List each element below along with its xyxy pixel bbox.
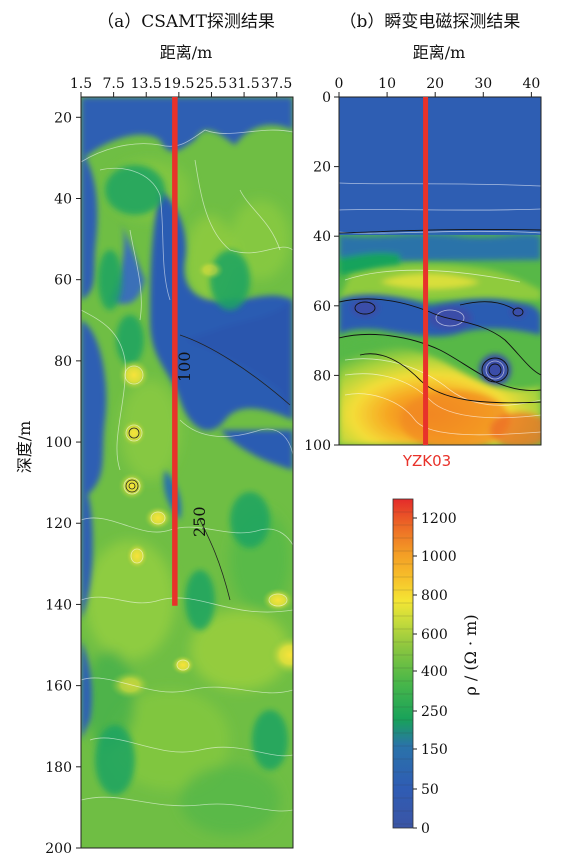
panel-b-x-tick-label: 30 bbox=[474, 76, 492, 92]
panel-b-x-tick-label: 40 bbox=[522, 76, 540, 92]
panel-a-y-tick-label: 140 bbox=[45, 597, 72, 613]
panel-a-y-ticks: 20 40 60 80 100 120 140 160 180 200 bbox=[45, 110, 81, 857]
panel-b-y-tick-label: 60 bbox=[313, 299, 331, 315]
panel-a-x-ticks: 1.5 7.5 13.5 19.5 25.5 31.5 37.5 bbox=[70, 76, 292, 97]
panel-b-y-tick-label: 0 bbox=[322, 90, 331, 106]
panel-b-y-tick-label: 40 bbox=[313, 229, 331, 245]
panel-a-y-tick-label: 180 bbox=[45, 760, 72, 776]
panel-a-x-tick-label: 13.5 bbox=[131, 76, 162, 92]
panel-a-frame bbox=[80, 96, 294, 849]
panel-a-x-tick-label: 31.5 bbox=[228, 76, 259, 92]
panel-a-x-tick-label: 25.5 bbox=[196, 76, 227, 92]
colorbar-ticks: 0 50 150 250 400 600 800 1000 1200 bbox=[393, 511, 457, 837]
panel-a-y-tick-label: 20 bbox=[54, 110, 72, 126]
panel-a-y-tick-label: 40 bbox=[54, 191, 72, 207]
panel-b-x-tick-label: 0 bbox=[335, 76, 344, 92]
colorbar-tick-label: 1000 bbox=[421, 549, 457, 565]
panel-b-y-tick-label: 100 bbox=[304, 438, 331, 454]
panel-a-heatmap bbox=[81, 97, 293, 848]
panel-b-x-ticks: 0 10 20 30 40 bbox=[335, 76, 540, 97]
panel-a-y-tick-label: 80 bbox=[54, 354, 72, 370]
panel-a-x-tick-label: 7.5 bbox=[102, 76, 124, 92]
colorbar-tick-label: 150 bbox=[421, 742, 448, 758]
panel-a-xlabel: 距离/m bbox=[160, 43, 213, 62]
panel-a-y-tick-label: 120 bbox=[45, 516, 72, 532]
panel-a-ylabel: 深度/m bbox=[15, 421, 34, 474]
panel-b-x-tick-label: 20 bbox=[426, 76, 444, 92]
panel-b-heatmap bbox=[339, 97, 541, 445]
panel-b-frame bbox=[338, 96, 542, 446]
panel-a-title: （a）CSAMT探测结果 bbox=[97, 12, 275, 32]
panel-a-y-tick-label: 200 bbox=[45, 841, 72, 857]
panel-a-y-tick-label: 100 bbox=[45, 435, 72, 451]
colorbar-label: ρ / (Ω · m) bbox=[461, 614, 480, 695]
borehole-label: YZK03 bbox=[402, 452, 451, 470]
panel-b-y-tick-label: 80 bbox=[313, 368, 331, 384]
colorbar-tick-label: 250 bbox=[421, 704, 448, 720]
panel-b-xlabel: 距离/m bbox=[413, 43, 466, 62]
contour-label-250: 250 bbox=[190, 506, 209, 537]
colorbar-tick-label: 50 bbox=[421, 782, 439, 798]
colorbar-tick-label: 0 bbox=[421, 821, 430, 837]
panel-a-y-tick-label: 60 bbox=[54, 273, 72, 289]
panel-b-title: （b）瞬变电磁探测结果 bbox=[340, 12, 521, 32]
panel-b-y-ticks: 0 20 40 60 80 100 bbox=[304, 90, 339, 454]
panel-a-x-tick-label: 37.5 bbox=[261, 76, 292, 92]
colorbar bbox=[392, 498, 414, 829]
contour-label-100: 100 bbox=[175, 351, 194, 382]
colorbar-tick-label: 1200 bbox=[421, 511, 457, 527]
colorbar-tick-label: 600 bbox=[421, 627, 448, 643]
colorbar-tick-label: 400 bbox=[421, 664, 448, 680]
colorbar-tick-label: 800 bbox=[421, 588, 448, 604]
panel-a-x-tick-label: 19.5 bbox=[163, 76, 194, 92]
panel-a-y-tick-label: 160 bbox=[45, 679, 72, 695]
panel-a-x-tick-label: 1.5 bbox=[70, 76, 92, 92]
panel-b-x-tick-label: 10 bbox=[378, 76, 396, 92]
panel-b-y-tick-label: 20 bbox=[313, 160, 331, 176]
